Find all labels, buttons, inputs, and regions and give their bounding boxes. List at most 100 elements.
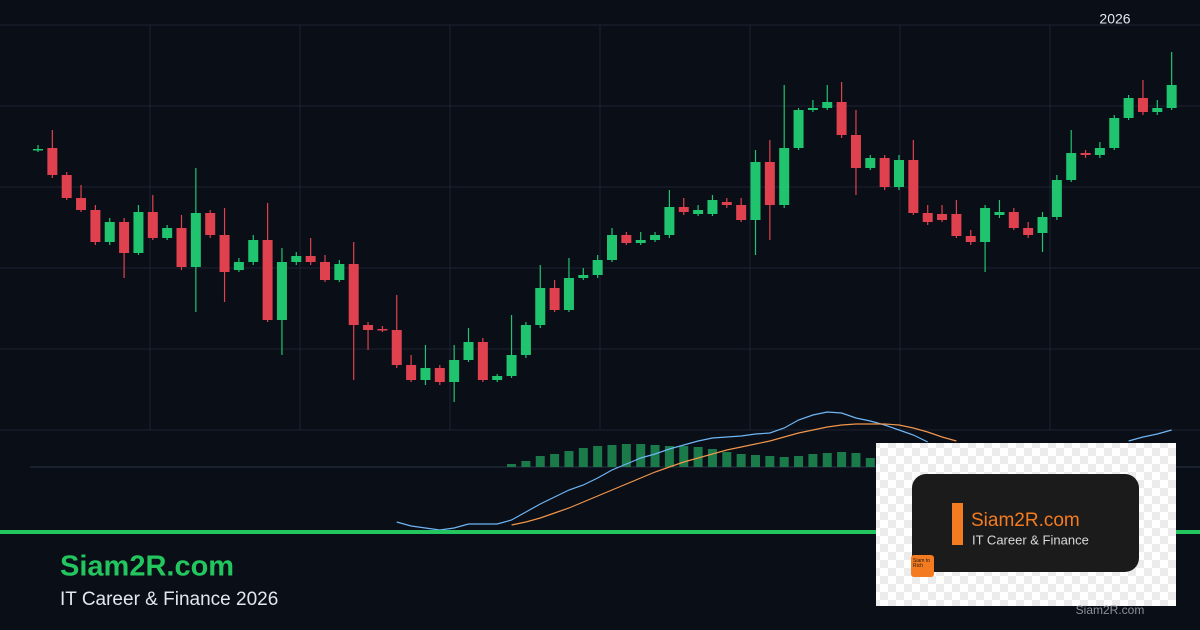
macd-histogram-bar: [808, 454, 818, 467]
candle-body: [894, 160, 904, 187]
macd-histogram-bar: [693, 447, 703, 467]
macd-histogram-bar: [722, 452, 732, 467]
candle-body: [391, 330, 402, 365]
candle-body: [276, 262, 287, 320]
watermark: Siam2R.com: [1076, 603, 1145, 617]
card-subtitle: IT Career & Finance: [972, 532, 1089, 547]
candle-body: [750, 162, 761, 220]
candle-body: [449, 360, 460, 382]
candle-body: [291, 256, 302, 262]
candle-body: [1166, 85, 1177, 108]
candle-body: [1094, 148, 1105, 155]
macd-histogram-bar: [507, 464, 517, 467]
candle-body: [162, 228, 173, 238]
candle-body: [678, 207, 689, 212]
candle-body: [764, 162, 775, 205]
candle-body: [994, 212, 1005, 215]
card-icon-label: Siam to Rich: [913, 558, 930, 569]
macd-histogram-bar: [521, 461, 531, 467]
macd-histogram-bar: [779, 457, 789, 467]
candle-body: [937, 214, 948, 220]
candle-body: [965, 236, 976, 242]
logo-card: Siam2R.com IT Career & Finance Siam to R…: [876, 443, 1176, 606]
candle-body: [334, 264, 345, 280]
candle-body: [707, 200, 718, 214]
candle-body: [492, 376, 503, 380]
candle-body: [1152, 108, 1163, 112]
candle-body: [1109, 118, 1120, 148]
candle-body: [578, 275, 589, 278]
macd-histogram-bar: [535, 456, 545, 467]
macd-histogram-bar: [751, 455, 760, 467]
candle-body: [592, 260, 603, 275]
candle-body: [1051, 180, 1062, 217]
card-panel: [912, 474, 1139, 572]
footer-subtitle: IT Career & Finance 2026: [60, 589, 278, 610]
candle-body: [779, 148, 790, 205]
macd-histogram-bar: [851, 453, 861, 467]
candle-body: [1023, 228, 1034, 235]
candle-body: [1037, 217, 1048, 233]
card-accent: [952, 503, 963, 545]
candle-body: [908, 160, 919, 213]
card-icon: [911, 555, 934, 577]
candle-body: [434, 368, 445, 382]
macd-histogram-bar: [865, 458, 875, 467]
candle-body: [348, 264, 359, 325]
candle-body: [1137, 98, 1148, 112]
candle-body: [635, 240, 646, 243]
candle-body: [1123, 98, 1134, 118]
candle-body: [477, 342, 488, 380]
candle-body: [104, 222, 115, 242]
macd-histogram-bar: [679, 446, 689, 467]
macd-histogram-bar: [550, 454, 560, 467]
candle-body: [807, 108, 818, 110]
macd-histogram-bar: [564, 451, 574, 467]
macd-histogram-bar: [837, 452, 847, 467]
macd-histogram-bar: [607, 445, 617, 467]
footer-title: Siam2R.com: [60, 551, 234, 583]
macd-histogram-bar: [794, 456, 804, 467]
candle-body: [879, 158, 890, 187]
candle-body: [176, 228, 187, 267]
candle-body: [406, 365, 417, 380]
candle-body: [549, 288, 560, 310]
candle-body: [822, 102, 833, 108]
candle-body: [607, 235, 617, 260]
candle-body: [535, 288, 546, 325]
vertical-grid: [149, 25, 1051, 430]
candle-body: [650, 235, 661, 240]
candle-body: [721, 202, 732, 205]
macd-histogram-bar: [736, 454, 746, 467]
candle-body: [76, 198, 87, 210]
candle-body: [463, 342, 474, 360]
candle-body: [233, 262, 244, 270]
candle-body: [420, 368, 431, 380]
candle-body: [793, 110, 804, 148]
macd-histogram-bar: [664, 446, 674, 467]
plot: [0, 24, 1200, 531]
macd-histogram-bar: [650, 445, 660, 467]
candle-body: [33, 149, 43, 151]
candle-body: [61, 175, 72, 198]
card-icon-text: Siam to Rich: [913, 558, 930, 569]
candle-body: [922, 213, 933, 222]
macd-histogram-bar: [765, 456, 775, 467]
candle-body: [219, 235, 230, 272]
candle-body: [1080, 153, 1091, 155]
candle-body: [47, 148, 58, 175]
macd-line: [396, 411, 1172, 531]
candle-body: [133, 212, 144, 253]
macd-histogram-bar: [636, 444, 646, 467]
candle-body: [865, 158, 876, 168]
candle-body: [190, 213, 201, 267]
candle-body: [520, 325, 531, 355]
candle-body: [693, 210, 704, 214]
candle-body: [506, 355, 517, 376]
candle-body: [305, 256, 316, 262]
candle-body: [563, 278, 574, 310]
candle-body: [836, 102, 847, 135]
candle-body: [621, 235, 632, 243]
